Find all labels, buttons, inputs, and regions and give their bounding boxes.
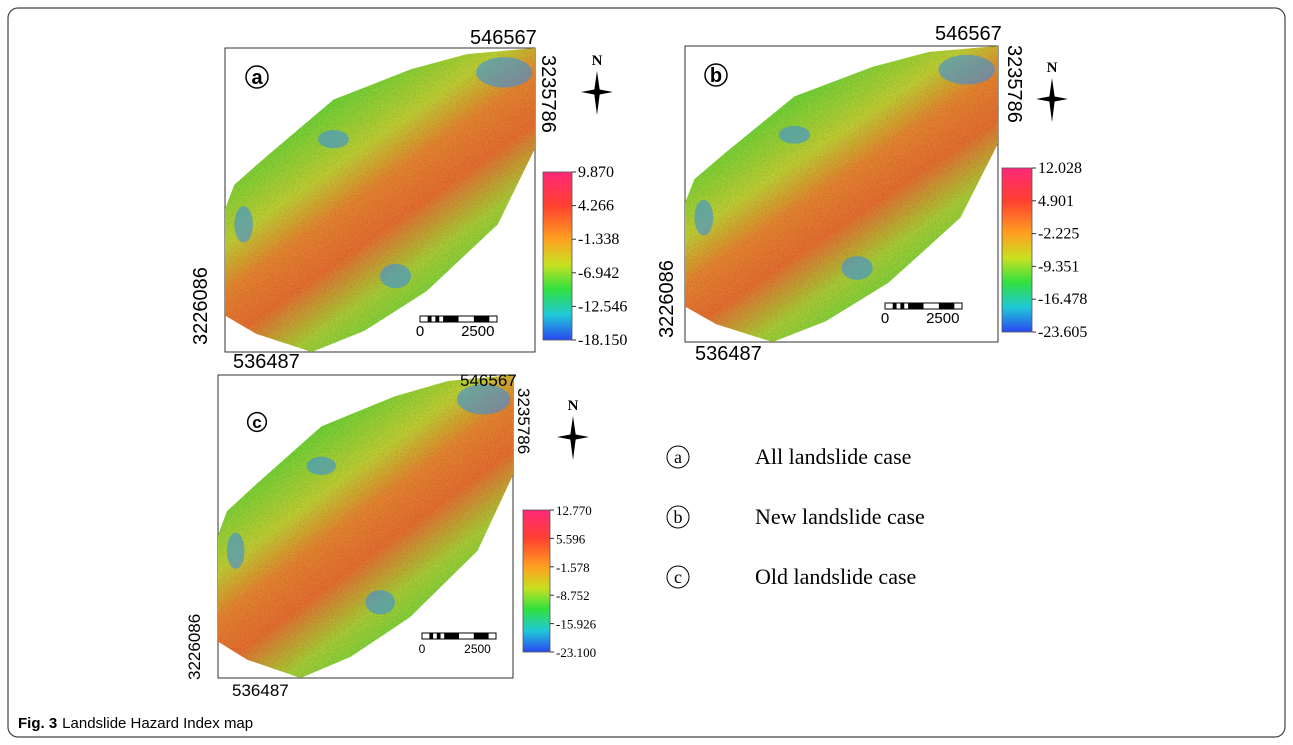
panel-label-circle (246, 411, 268, 433)
scale-bar-segment (435, 316, 440, 322)
north-arrow (1036, 78, 1068, 122)
legend-text: New landslide case (755, 504, 925, 529)
scale-bar-label: 0 (416, 323, 424, 340)
panel-label-circle (704, 63, 728, 87)
scale-bar-label: 0 (881, 310, 889, 327)
low-hazard-patch (694, 199, 714, 236)
scale-bar-segment (938, 303, 955, 309)
colorbar-tick-label: -6.942 (578, 265, 619, 282)
colorbar-tick-label: 4.266 (578, 198, 614, 215)
legend-symbol-circle (666, 565, 690, 589)
colorbar-tick-label: -18.150 (578, 332, 627, 349)
low-hazard-patch (234, 206, 253, 243)
low-hazard-patch (306, 456, 336, 475)
scale-bar-label: 2500 (464, 642, 491, 656)
colorbar-tick-label: -2.225 (1038, 226, 1079, 243)
hazard-map (225, 48, 535, 352)
legend-symbol-circle (666, 505, 690, 529)
panel-label-circle (245, 65, 269, 89)
low-hazard-patch (778, 125, 811, 144)
legend-symbol: b (674, 507, 683, 527)
colorbar-tick-label: -1.578 (556, 560, 590, 575)
bottom-easting: 536487 (233, 351, 300, 373)
left-northing: 3226086 (190, 267, 212, 345)
scale-bar-label: 0 (419, 642, 426, 656)
scale-bar-segment (900, 303, 905, 309)
colorbar-tick-label: -12.546 (578, 298, 627, 315)
colorbar-tick-label: 12.028 (1038, 160, 1082, 177)
left-northing: 3226086 (656, 260, 678, 338)
scale-bar-segment (473, 633, 489, 639)
legend-symbol: c (674, 567, 682, 587)
scale-bar-segment (892, 303, 897, 309)
bottom-easting: 536487 (232, 681, 289, 700)
colorbar-tick-label: 5.596 (556, 531, 586, 546)
scale-bar-label: 2500 (926, 310, 959, 327)
low-hazard-patch (476, 57, 532, 88)
low-hazard-patch (938, 54, 995, 85)
top-easting: 546567 (470, 27, 537, 49)
low-hazard-patch (226, 532, 245, 569)
legend-symbol-circle (666, 445, 690, 469)
caption-text: Landslide Hazard Index map (62, 715, 253, 732)
scale-bar-segment (473, 316, 490, 322)
scale-bar-segment (429, 633, 434, 639)
colorbar (1001, 167, 1033, 333)
colorbar (522, 509, 551, 653)
north-arrow (557, 416, 589, 460)
scale-bar-segment (436, 633, 441, 639)
panel-label: c (252, 413, 261, 432)
colorbar-tick-label: 4.901 (1038, 193, 1074, 210)
caption: Fig. 3 Landslide Hazard Index map (18, 715, 253, 732)
north-arrow (581, 71, 613, 115)
colorbar-tick-label: -9.351 (1038, 258, 1079, 275)
panel-label: a (251, 67, 263, 89)
north-label: N (1047, 60, 1058, 76)
left-northing: 3226086 (185, 614, 204, 680)
colorbar-tick-label: -23.100 (556, 645, 596, 660)
low-hazard-patch (841, 256, 873, 280)
low-hazard-patch (380, 263, 411, 289)
hazard-map (218, 375, 513, 678)
colorbar-tick-label: -15.926 (556, 617, 597, 632)
north-label: N (568, 398, 579, 414)
colorbar-tick-label: 12.770 (556, 503, 592, 518)
right-northing: 3235786 (537, 55, 559, 133)
top-easting: 546567 (935, 23, 1002, 45)
caption-label: Fig. 3 (18, 715, 57, 732)
low-hazard-patch (318, 130, 349, 149)
right-northing: 3235786 (1003, 45, 1025, 123)
panel-label: b (710, 65, 722, 87)
colorbar-tick-label: -8.752 (556, 588, 590, 603)
scale-bar-segment (427, 316, 432, 322)
top-easting: 546567 (460, 371, 517, 390)
legend-symbol: a (674, 447, 682, 467)
colorbar-tick-label: -1.338 (578, 231, 619, 248)
colorbar-tick-label: -23.605 (1038, 324, 1087, 341)
scale-bar-label: 2500 (461, 323, 494, 340)
hazard-map (685, 46, 998, 342)
colorbar-tick-label: 9.870 (578, 164, 614, 181)
legend-text: Old landslide case (755, 564, 916, 589)
colorbar (542, 171, 573, 341)
legend-text: All landslide case (755, 444, 911, 469)
north-label: N (592, 53, 603, 69)
scale-bar-segment (443, 316, 459, 322)
right-northing: 3235786 (514, 388, 533, 454)
scale-bar-segment (444, 633, 459, 639)
bottom-easting: 536487 (695, 343, 762, 365)
scale-bar-segment (908, 303, 924, 309)
low-hazard-patch (365, 590, 395, 615)
low-hazard-patch (456, 384, 511, 415)
colorbar-tick-label: -16.478 (1038, 291, 1087, 308)
